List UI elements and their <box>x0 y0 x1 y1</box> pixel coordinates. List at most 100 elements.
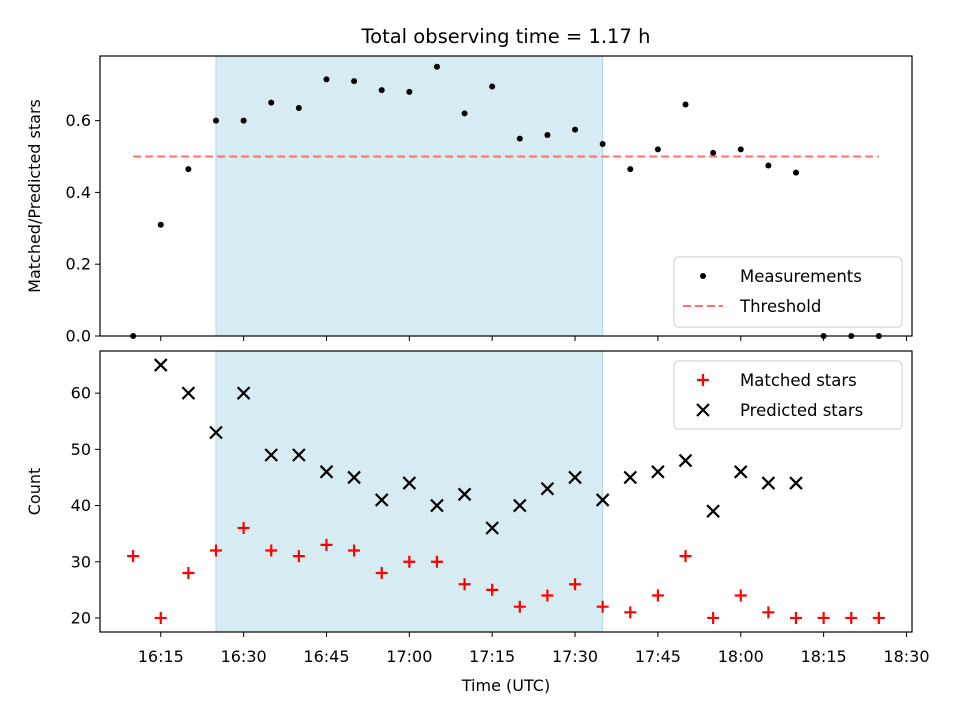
data-point <box>485 521 499 535</box>
data-point <box>430 555 443 568</box>
observing-span <box>215 55 604 337</box>
data-point <box>789 476 803 490</box>
data-point <box>347 470 361 485</box>
axes-frame <box>99 350 913 633</box>
data-point <box>651 465 665 479</box>
data-point <box>348 544 361 557</box>
x-tick-label: 17:15 <box>469 647 515 666</box>
data-point <box>237 522 250 535</box>
data-point <box>295 105 302 112</box>
data-point <box>292 550 305 563</box>
y-tick-label: 30 <box>71 552 91 571</box>
y-axis-label: Count <box>25 468 44 516</box>
data-point <box>682 101 689 108</box>
data-point <box>461 110 468 117</box>
x-tick-label: 17:45 <box>635 647 681 666</box>
y-tick-label: 0.6 <box>66 111 91 130</box>
axes-frame <box>99 55 913 337</box>
data-point <box>845 611 858 624</box>
data-point <box>430 498 444 513</box>
data-point <box>378 87 385 94</box>
data-point <box>516 135 523 142</box>
data-point <box>154 611 167 624</box>
data-point <box>762 606 775 619</box>
data-point <box>374 493 389 507</box>
data-point <box>375 566 388 579</box>
y-tick-label: 0.2 <box>66 255 91 274</box>
data-point <box>707 611 720 624</box>
legend-label: Predicted stars <box>740 401 863 420</box>
x-tick-label: 18:15 <box>801 647 847 666</box>
data-point <box>678 453 693 468</box>
legend: Measurements Threshold <box>673 256 903 328</box>
data-point <box>268 99 275 106</box>
bottom-panel: 20 30 40 50 60 16:15 16:30 16:45 17:00 17:15 17:30… <box>25 350 930 695</box>
x-tick-label: 16:15 <box>138 647 184 666</box>
data-point <box>406 88 413 95</box>
series-predicted-stars <box>153 358 803 535</box>
y-tick-label: 50 <box>71 440 91 459</box>
y-tick-label: 0.4 <box>66 183 91 202</box>
y-axis-label: Matched/Predicted stars <box>25 99 44 293</box>
series-measurements <box>130 63 882 339</box>
data-point <box>595 493 610 507</box>
legend-label: Threshold <box>739 297 821 316</box>
data-point <box>489 83 496 90</box>
data-point <box>569 578 582 591</box>
legend-box <box>673 360 903 430</box>
y-tick-label: 20 <box>71 608 91 627</box>
data-point <box>872 611 885 624</box>
legend-label: Matched stars <box>740 371 857 390</box>
data-point <box>706 504 720 518</box>
y-tick-label: 0.0 <box>66 327 91 346</box>
x-tick-label: 18:00 <box>718 647 764 666</box>
data-point <box>761 476 776 490</box>
series-matched-stars <box>127 522 885 624</box>
data-point <box>733 465 748 479</box>
data-point <box>623 470 638 485</box>
data-point <box>319 465 334 479</box>
data-point <box>596 600 609 613</box>
legend-box <box>673 256 903 328</box>
data-point <box>457 487 472 502</box>
data-point <box>265 544 278 557</box>
x-tick-label: 16:45 <box>303 647 349 666</box>
data-point <box>486 583 499 596</box>
y-tick-label: 60 <box>71 384 91 403</box>
data-point <box>351 78 358 85</box>
legend-marker <box>700 273 706 279</box>
data-point <box>210 544 222 557</box>
data-point <box>513 498 527 513</box>
data-point <box>402 476 417 490</box>
data-point <box>765 162 772 169</box>
data-point <box>157 221 164 228</box>
legend-label: Measurements <box>740 267 862 286</box>
data-point <box>624 606 637 619</box>
x-tick-label: 17:00 <box>386 647 432 666</box>
data-point <box>403 555 416 568</box>
x-tick-label: 17:30 <box>552 647 598 666</box>
data-point <box>292 448 306 462</box>
data-point <box>572 126 579 133</box>
data-point <box>153 358 168 372</box>
data-point <box>568 470 582 485</box>
data-point <box>793 169 799 176</box>
x-tick-label: 16:30 <box>221 647 267 666</box>
y-tick-label: 40 <box>71 496 91 515</box>
data-point <box>127 550 140 563</box>
x-axis-label: Time (UTC) <box>461 676 550 695</box>
data-point <box>817 611 830 624</box>
data-point <box>654 146 661 153</box>
data-point <box>540 481 555 496</box>
data-point <box>541 589 554 602</box>
legend: Matched stars Predicted stars <box>673 360 903 430</box>
data-point <box>240 117 247 124</box>
legend-marker <box>697 374 709 386</box>
data-point <box>209 425 223 440</box>
data-point <box>213 117 219 124</box>
data-point <box>790 611 802 624</box>
data-point <box>433 63 440 70</box>
data-point <box>734 589 747 602</box>
data-point <box>679 550 692 563</box>
